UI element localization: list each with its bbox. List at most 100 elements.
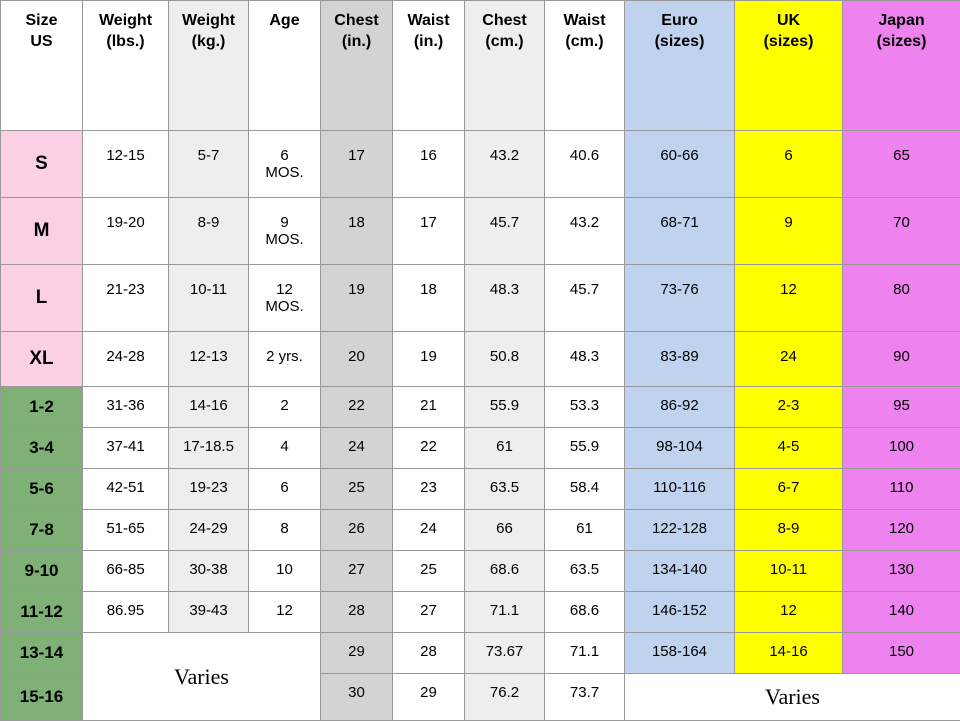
data-cell: 25 — [393, 551, 465, 592]
data-cell: 27 — [321, 551, 393, 592]
table-row: 13-14Varies292873.6771.1158-16414-16150 — [1, 633, 960, 674]
data-cell: 12 — [249, 592, 321, 633]
data-cell: 19-23 — [169, 469, 249, 510]
data-cell: 65 — [843, 131, 960, 198]
size-chart-table: SizeUSWeight(lbs.)Weight(kg.)AgeChest(in… — [0, 0, 960, 721]
data-cell: 70 — [843, 198, 960, 265]
data-cell: 83-89 — [625, 332, 735, 387]
data-cell: 12-13 — [169, 332, 249, 387]
data-cell: 6-7 — [735, 469, 843, 510]
column-header: Weight(lbs.) — [83, 1, 169, 131]
data-cell: 55.9 — [465, 387, 545, 428]
data-cell: 10-11 — [735, 551, 843, 592]
data-cell: 86.95 — [83, 592, 169, 633]
data-cell: 21 — [393, 387, 465, 428]
size-us-cell: 1-2 — [1, 387, 83, 428]
data-cell: 40.6 — [545, 131, 625, 198]
data-cell: 9MOS. — [249, 198, 321, 265]
data-cell: 6 — [249, 469, 321, 510]
data-cell: 61 — [465, 428, 545, 469]
size-us-cell: L — [1, 265, 83, 332]
data-cell: 30 — [321, 674, 393, 721]
size-us-cell: 11-12 — [1, 592, 83, 633]
data-cell: 45.7 — [465, 198, 545, 265]
data-cell: 12MOS. — [249, 265, 321, 332]
data-cell: 43.2 — [545, 198, 625, 265]
column-header: SizeUS — [1, 1, 83, 131]
column-header: Euro(sizes) — [625, 1, 735, 131]
data-cell: 50.8 — [465, 332, 545, 387]
data-cell: 24-28 — [83, 332, 169, 387]
size-us-cell: 7-8 — [1, 510, 83, 551]
data-cell: 14-16 — [169, 387, 249, 428]
data-cell: 21-23 — [83, 265, 169, 332]
data-cell: 122-128 — [625, 510, 735, 551]
data-cell: 66-85 — [83, 551, 169, 592]
size-us-cell: 15-16 — [1, 674, 83, 721]
data-cell: 48.3 — [545, 332, 625, 387]
data-cell: 27 — [393, 592, 465, 633]
data-cell: 8 — [249, 510, 321, 551]
data-cell: 12 — [735, 592, 843, 633]
data-cell: 150 — [843, 633, 960, 674]
data-cell: 63.5 — [545, 551, 625, 592]
table-row: 1-231-3614-162222155.953.386-922-395 — [1, 387, 960, 428]
data-cell: 12 — [735, 265, 843, 332]
size-us-cell: 9-10 — [1, 551, 83, 592]
data-cell: 76.2 — [465, 674, 545, 721]
data-cell: 10 — [249, 551, 321, 592]
data-cell: 23 — [393, 469, 465, 510]
data-cell: 58.4 — [545, 469, 625, 510]
column-header: UK(sizes) — [735, 1, 843, 131]
data-cell: 73-76 — [625, 265, 735, 332]
data-cell: 4-5 — [735, 428, 843, 469]
data-cell: 68-71 — [625, 198, 735, 265]
data-cell: 17 — [393, 198, 465, 265]
varies-cell: Varies — [625, 674, 960, 721]
data-cell: 146-152 — [625, 592, 735, 633]
data-cell: 51-65 — [83, 510, 169, 551]
data-cell: 110 — [843, 469, 960, 510]
table-row: 11-1286.9539-4312282771.168.6146-1521214… — [1, 592, 960, 633]
data-cell: 39-43 — [169, 592, 249, 633]
data-cell: 48.3 — [465, 265, 545, 332]
data-cell: 8-9 — [169, 198, 249, 265]
data-cell: 80 — [843, 265, 960, 332]
data-cell: 66 — [465, 510, 545, 551]
data-cell: 4 — [249, 428, 321, 469]
data-cell: 2 yrs. — [249, 332, 321, 387]
table-row: 7-851-6524-29826246661122-1288-9120 — [1, 510, 960, 551]
data-cell: 6 — [735, 131, 843, 198]
data-cell: 134-140 — [625, 551, 735, 592]
data-cell: 18 — [393, 265, 465, 332]
data-cell: 68.6 — [545, 592, 625, 633]
column-header: Chest(in.) — [321, 1, 393, 131]
column-header: Japan(sizes) — [843, 1, 960, 131]
data-cell: 29 — [321, 633, 393, 674]
column-header: Waist(in.) — [393, 1, 465, 131]
column-header: Waist(cm.) — [545, 1, 625, 131]
data-cell: 26 — [321, 510, 393, 551]
table-row: 9-1066-8530-3810272568.663.5134-14010-11… — [1, 551, 960, 592]
data-cell: 110-116 — [625, 469, 735, 510]
size-us-cell: 5-6 — [1, 469, 83, 510]
data-cell: 71.1 — [545, 633, 625, 674]
data-cell: 60-66 — [625, 131, 735, 198]
data-cell: 55.9 — [545, 428, 625, 469]
data-cell: 100 — [843, 428, 960, 469]
data-cell: 10-11 — [169, 265, 249, 332]
data-cell: 73.67 — [465, 633, 545, 674]
data-cell: 6MOS. — [249, 131, 321, 198]
data-cell: 98-104 — [625, 428, 735, 469]
data-cell: 95 — [843, 387, 960, 428]
data-cell: 24 — [393, 510, 465, 551]
data-cell: 73.7 — [545, 674, 625, 721]
data-cell: 19 — [321, 265, 393, 332]
data-cell: 90 — [843, 332, 960, 387]
table-row: L21-2310-1112MOS.191848.345.773-761280 — [1, 265, 960, 332]
data-cell: 53.3 — [545, 387, 625, 428]
data-cell: 31-36 — [83, 387, 169, 428]
data-cell: 68.6 — [465, 551, 545, 592]
data-cell: 19-20 — [83, 198, 169, 265]
data-cell: 63.5 — [465, 469, 545, 510]
